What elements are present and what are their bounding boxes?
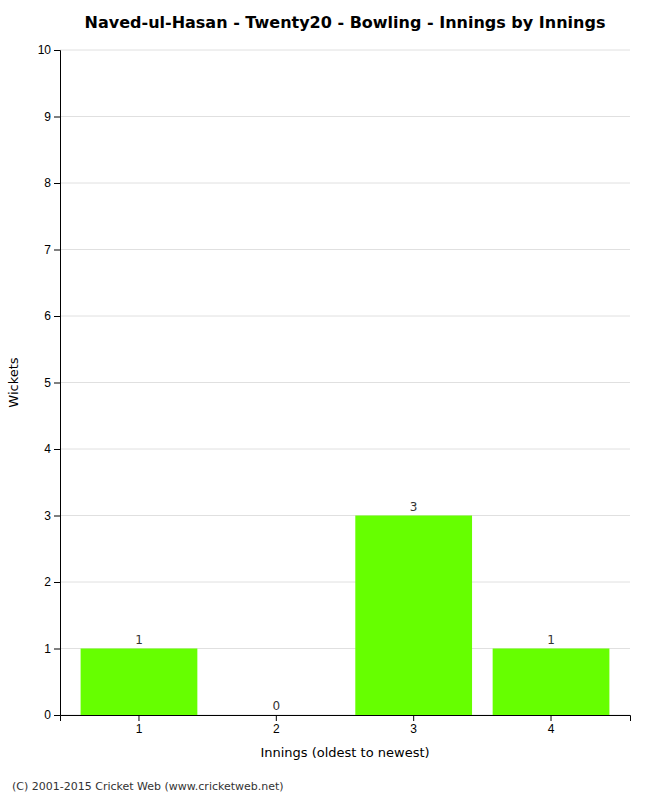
tick-mark (54, 516, 60, 517)
tick-label: 5 (44, 376, 51, 390)
bar (81, 649, 198, 716)
grid-line (60, 316, 630, 317)
title: Naved-ul-Hasan - Twenty20 - Bowling - In… (85, 13, 606, 32)
grid-line (60, 116, 630, 117)
tick-label: 2 (44, 575, 51, 589)
grid-line (60, 515, 630, 516)
tick-label: 6 (44, 309, 51, 323)
tick: 1 (136, 715, 143, 736)
tick-label: 10 (38, 43, 52, 57)
tick-mark (413, 715, 414, 721)
tick: 2 (273, 715, 280, 736)
tick-label: 4 (44, 442, 51, 456)
tick-mark (551, 715, 552, 721)
data-label: 1 (135, 633, 143, 647)
tick-label: 0 (44, 708, 51, 722)
tick: 8 (44, 176, 60, 190)
tick: 2 (44, 575, 60, 589)
tick: 4 (548, 715, 555, 736)
tick-mark (54, 316, 60, 317)
tick-mark (54, 50, 60, 51)
tick: 10 (38, 43, 60, 57)
axis-line (61, 716, 631, 722)
x-axis-title: Innings (oldest to newest) (260, 745, 429, 760)
tick-mark (276, 715, 277, 721)
tick: 3 (410, 715, 417, 736)
tick: 0 (44, 708, 60, 722)
grid-line (60, 183, 630, 184)
tick-label: 8 (44, 176, 51, 190)
tick: 4 (44, 442, 60, 456)
tick-label: 1 (136, 722, 143, 736)
tick-mark (54, 715, 60, 716)
tick-label: 3 (44, 509, 51, 523)
data-label: 1 (547, 633, 555, 647)
grid-line (60, 50, 630, 51)
tick-mark (54, 383, 60, 384)
tick: 1 (44, 642, 60, 656)
tick-label: 1 (44, 642, 51, 656)
bar (218, 715, 335, 716)
data-label: 3 (410, 500, 418, 514)
data-label: 0 (273, 699, 281, 713)
tick-mark (54, 183, 60, 184)
tick-mark (54, 449, 60, 450)
bar (355, 516, 472, 716)
tick-label: 7 (44, 243, 51, 257)
tick-mark (54, 582, 60, 583)
tick: 6 (44, 309, 60, 323)
y-axis: 0 1 2 3 4 5 6 7 8 9 10 (38, 43, 61, 722)
tick-label: 2 (273, 722, 280, 736)
plot-area (81, 516, 610, 716)
tick: 7 (44, 243, 60, 257)
tick-label: 3 (410, 722, 417, 736)
tick-mark (54, 117, 60, 118)
grid-line (60, 249, 630, 250)
tick-label: 4 (548, 722, 555, 736)
data-labels: 1 0 3 1 (135, 500, 555, 714)
bar (493, 649, 610, 716)
y-axis-title: Wickets (6, 357, 21, 407)
tick-mark (138, 715, 139, 721)
grid (60, 50, 630, 715)
tick-mark (54, 649, 60, 650)
tick-label: 9 (44, 110, 51, 124)
grid-line (60, 582, 630, 583)
footer: (C) 2001-2015 Cricket Web (www.cricketwe… (12, 780, 284, 793)
chart-container: 10310123456789101234Naved-ul-Hasan - Twe… (0, 0, 650, 800)
tick: 5 (44, 376, 60, 390)
x-axis: 1 2 3 4 (61, 715, 631, 736)
grid-line (60, 382, 630, 383)
chart-svg: 10310123456789101234Naved-ul-Hasan - Twe… (0, 0, 650, 800)
tick: 9 (44, 110, 60, 124)
grid-line (60, 449, 630, 450)
axis-line (54, 51, 61, 716)
tick-mark (54, 250, 60, 251)
tick: 3 (44, 509, 60, 523)
